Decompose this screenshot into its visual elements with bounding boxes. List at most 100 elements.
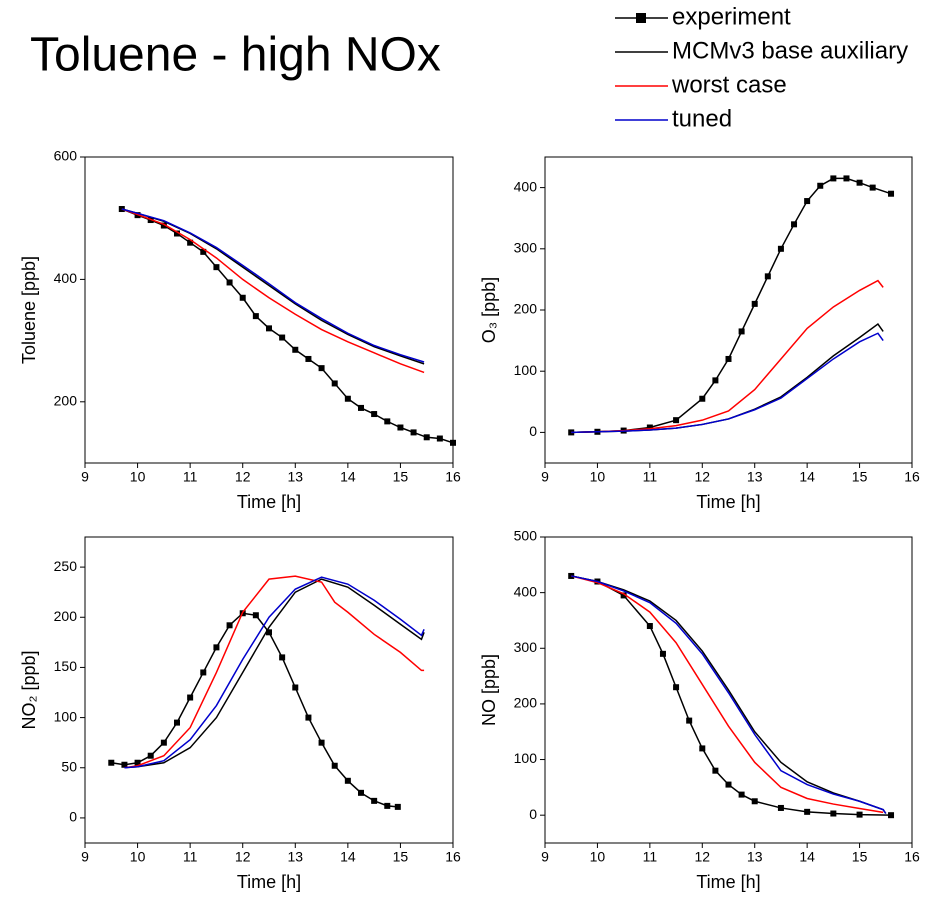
- data-point: [200, 669, 207, 676]
- data-point: [252, 313, 259, 320]
- legend-label: experiment: [672, 3, 791, 30]
- plot-frame: [84, 156, 454, 464]
- y-tick-label: 500: [514, 528, 538, 544]
- x-tick-label: 11: [183, 469, 198, 485]
- series-line: [121, 208, 454, 444]
- x-tick-label: 14: [799, 849, 815, 865]
- series-line: [124, 578, 425, 769]
- data-point: [764, 273, 771, 280]
- x-tick-label: 10: [590, 849, 606, 865]
- x-tick-label: 12: [694, 469, 710, 485]
- y-tick-label: 300: [514, 240, 538, 256]
- x-tick-label: 16: [445, 469, 461, 485]
- y-tick-label: 200: [514, 695, 538, 711]
- data-point: [830, 810, 837, 817]
- x-tick-label: 12: [235, 849, 251, 865]
- data-point: [699, 745, 706, 752]
- x-tick-label: 9: [541, 469, 549, 485]
- data-point: [646, 623, 653, 630]
- x-tick-label: 15: [393, 849, 409, 865]
- x-tick-label: 14: [340, 469, 356, 485]
- data-point: [817, 182, 824, 189]
- y-tick-label: 0: [529, 806, 537, 822]
- data-point: [830, 175, 837, 182]
- data-point: [266, 325, 272, 332]
- x-tick-label: 14: [799, 469, 815, 485]
- y-axis-label: Toluene [ppb]: [19, 256, 39, 364]
- data-point: [725, 355, 732, 362]
- x-tick-label: 9: [81, 469, 89, 485]
- data-point: [410, 429, 417, 436]
- data-point: [174, 719, 180, 726]
- plot-frame: [544, 156, 913, 464]
- y-axis-label: NO [ppb]: [479, 654, 499, 726]
- data-point: [160, 222, 167, 229]
- data-point: [200, 248, 207, 255]
- data-point: [751, 798, 758, 805]
- x-tick-label: 14: [340, 849, 356, 865]
- data-point: [804, 808, 811, 815]
- data-point: [725, 781, 732, 788]
- series-line: [124, 576, 425, 769]
- data-point: [358, 789, 364, 796]
- x-tick-label: 12: [235, 469, 251, 485]
- data-point: [751, 300, 758, 307]
- data-point: [371, 797, 378, 804]
- data-point: [394, 803, 401, 810]
- data-point: [213, 264, 220, 271]
- data-point: [239, 294, 246, 301]
- data-point: [318, 739, 325, 746]
- data-point: [673, 684, 680, 691]
- data-point: [738, 791, 745, 798]
- y-axis-label: O₃ [ppb]: [479, 277, 499, 343]
- series-line: [571, 177, 892, 434]
- data-point: [331, 380, 338, 387]
- legend-label: MCMv3 base auxiliary: [672, 37, 908, 64]
- data-point: [108, 759, 115, 766]
- data-point: [620, 592, 627, 599]
- y-tick-label: 400: [514, 178, 538, 194]
- y-tick-label: 0: [69, 809, 77, 825]
- y-tick-label: 600: [54, 148, 78, 164]
- x-tick-label: 16: [904, 469, 920, 485]
- x-axis-label: Time [h]: [696, 872, 760, 892]
- data-point: [160, 739, 167, 746]
- legend-label: worst case: [671, 71, 787, 98]
- data-point: [659, 650, 666, 657]
- x-tick-label: 15: [852, 469, 868, 485]
- y-tick-label: 150: [54, 658, 78, 674]
- y-tick-label: 200: [514, 301, 538, 317]
- data-point: [397, 424, 404, 431]
- plot-frame: [544, 536, 913, 844]
- y-tick-label: 200: [54, 608, 78, 624]
- data-point: [213, 644, 220, 651]
- data-point: [318, 365, 325, 372]
- series-line: [571, 575, 884, 814]
- data-point: [331, 762, 338, 769]
- x-tick-label: 13: [287, 469, 303, 485]
- data-point: [673, 417, 680, 424]
- series-line: [571, 575, 887, 814]
- data-point: [384, 802, 391, 809]
- legend-marker: [636, 13, 646, 23]
- x-tick-label: 16: [904, 849, 920, 865]
- x-tick-label: 11: [643, 849, 658, 865]
- series-line: [571, 323, 884, 434]
- y-tick-label: 400: [514, 583, 538, 599]
- data-point: [266, 629, 272, 636]
- y-tick-label: 100: [514, 750, 538, 766]
- series-line: [111, 612, 398, 808]
- data-point: [147, 752, 154, 759]
- series-line: [571, 332, 884, 434]
- figure-title: Toluene - high NOx: [30, 29, 441, 82]
- data-point: [226, 622, 233, 629]
- data-point: [292, 346, 299, 353]
- data-point: [344, 395, 351, 402]
- x-tick-label: 10: [130, 849, 146, 865]
- data-point: [699, 395, 706, 402]
- data-point: [869, 184, 876, 191]
- data-point: [279, 654, 286, 661]
- y-tick-label: 0: [529, 423, 537, 439]
- data-point: [738, 328, 745, 335]
- data-point: [371, 411, 378, 418]
